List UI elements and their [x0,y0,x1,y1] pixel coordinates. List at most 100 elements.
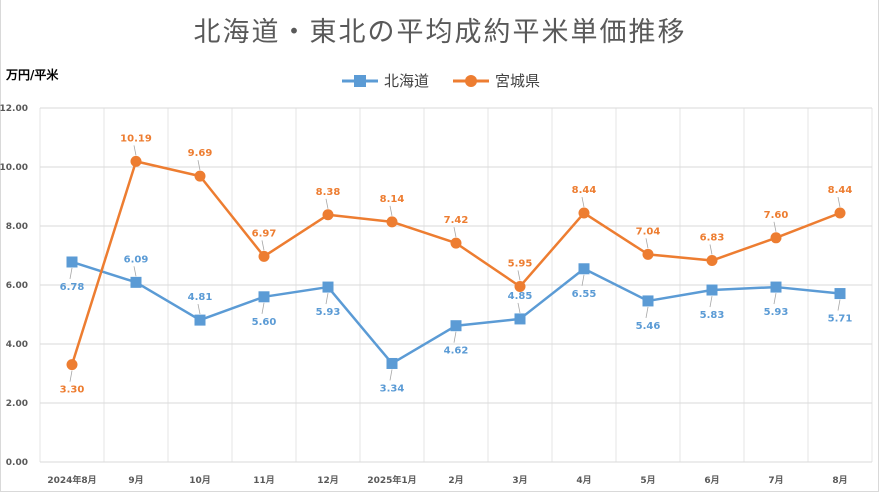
data-point-square [450,320,462,332]
data-label: 8.14 [380,194,405,205]
data-label-leader [133,266,137,277]
data-label-leader [773,292,777,305]
data-label-leader [645,306,649,319]
data-label: 9.69 [188,148,213,159]
data-point-square [706,284,718,296]
data-point-circle [514,280,526,292]
legend-item-hokkaido: 北海道 [340,70,429,91]
x-tick-label: 2024年8月 [47,474,96,486]
x-tick-label: 6月 [704,475,719,486]
data-label-leader [261,240,265,251]
data-point-circle [322,209,334,221]
data-label-leader [197,160,201,171]
data-label-leader [517,302,521,314]
y-tick-label: 6.00 [6,281,28,291]
x-tick-label: 9月 [128,475,143,486]
y-tick-label: 8.00 [6,222,28,232]
legend-label-miyagi: 宮城県 [495,72,541,90]
data-label: 8.38 [316,187,341,198]
data-label-leader [581,274,585,286]
x-tick-label: 11月 [253,475,275,486]
x-tick-label: 10月 [189,475,211,486]
data-label: 5.93 [764,307,789,318]
data-label: 6.78 [60,282,85,293]
data-label: 5.83 [700,310,725,321]
data-label-leader [133,145,137,156]
data-label: 5.71 [828,314,853,325]
y-tick-label: 2.00 [6,399,28,409]
data-label: 8.44 [828,185,853,196]
data-point-square [514,313,526,325]
data-label: 4.81 [188,292,213,303]
data-point-circle [130,155,142,167]
data-label: 7.42 [444,215,469,226]
data-point-circle [706,255,718,267]
data-label-leader [325,198,329,209]
data-point-square [194,314,206,326]
data-point-square [642,295,654,307]
data-label: 6.09 [124,254,149,265]
data-point-square [66,256,78,268]
y-tick-label: 4.00 [6,340,28,350]
x-tick-label: 2025年1月 [367,474,416,486]
legend-item-miyagi: 宮城県 [451,70,540,91]
data-point-circle [834,207,846,219]
data-label-leader [517,270,521,281]
x-tick-label: 3月 [512,475,527,486]
data-point-square [130,276,142,288]
data-point-circle [770,232,782,244]
x-tick-label: 4月 [576,475,591,486]
data-label-leader [709,295,713,308]
data-point-square [322,281,334,293]
y-tick-label: 12.00 [0,104,28,114]
data-label-leader [389,205,393,216]
data-point-circle [194,170,206,182]
data-label: 7.04 [636,226,661,237]
data-label: 8.44 [572,185,597,196]
data-label-leader [645,238,649,249]
data-label-leader [325,292,329,305]
data-label-leader [197,304,201,315]
data-point-circle [578,207,590,219]
data-label-leader [389,369,393,381]
data-point-square [258,291,270,303]
x-tick-label: 12月 [317,475,339,486]
data-label-leader [709,244,713,255]
y-axis-unit-label: 万円/平米 [6,68,59,82]
data-label: 5.93 [316,307,341,318]
data-label-leader [261,302,265,314]
data-label: 5.60 [252,317,277,328]
data-label: 5.46 [636,321,661,332]
legend-marker-circle-icon [453,74,489,87]
data-label-leader [773,221,777,232]
data-label: 4.85 [508,291,533,302]
data-point-circle [66,359,78,371]
series-line-1 [70,160,841,366]
legend-marker-square-icon [341,74,378,87]
data-point-circle [386,216,398,228]
data-label-leader [837,196,841,208]
data-label: 3.30 [60,385,85,396]
data-point-square [770,281,782,293]
data-point-circle [450,237,462,249]
data-label-leader [69,370,73,382]
data-point-square [578,263,590,275]
data-label-leader [453,227,457,238]
data-label: 6.83 [700,233,725,244]
data-label-leader [69,267,73,280]
data-label: 4.62 [444,346,469,357]
data-point-circle [642,248,654,260]
data-label-leader [837,299,841,311]
data-label: 10.19 [120,133,152,144]
data-point-square [834,288,846,300]
data-point-square [386,357,398,369]
legend: 北海道 宮城県 [0,70,880,91]
x-tick-label: 7月 [768,475,783,486]
x-tick-label: 5月 [640,475,655,486]
data-label: 6.55 [572,289,597,300]
data-label: 6.97 [252,228,277,239]
chart-title: 北海道・東北の平均成約平米単価推移 [193,17,687,48]
x-tick-label: 8月 [832,475,847,486]
